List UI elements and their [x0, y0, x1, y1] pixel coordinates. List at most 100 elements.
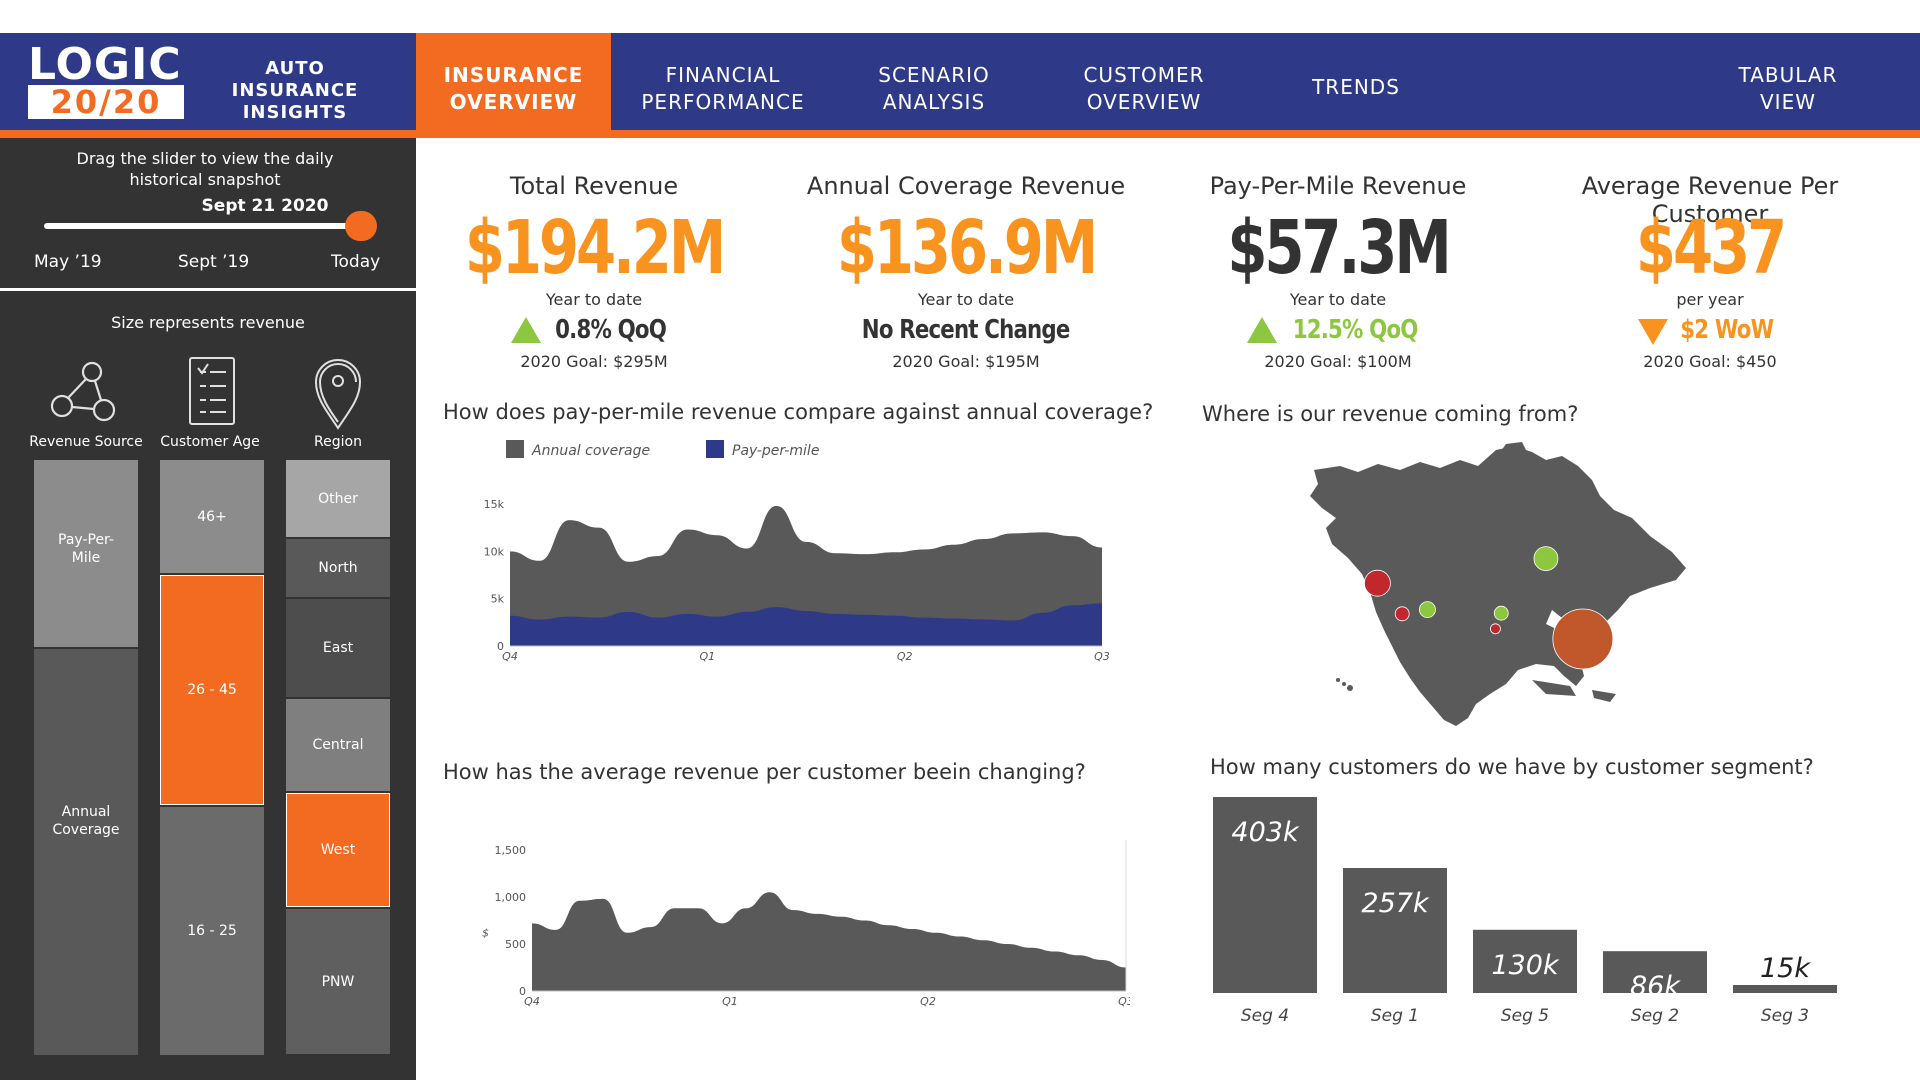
segment-bar-value: 403k [1231, 817, 1300, 848]
region-cell-pnw[interactable]: PNW [286, 909, 390, 1054]
series-area-average-revenue [532, 892, 1126, 991]
treemap-cell-label: Central [312, 737, 364, 753]
kpi-title: Total Revenue [509, 172, 679, 200]
slider-instruction-line1: Drag the slider to view the daily [76, 149, 334, 168]
size-note: Size represents revenue [111, 313, 305, 332]
kpi-change-value: 12.5% QoQ [1292, 315, 1419, 345]
avg-chart-title: How has the average revenue per customer… [443, 760, 1086, 784]
revenue-source-cell-annual-coverage[interactable]: Annual Coverage [34, 649, 138, 1055]
logo-wordmark: LOGIC [28, 39, 182, 90]
segment-bar [1473, 929, 1577, 993]
y-tick-label: 500 [505, 938, 526, 951]
revenue-bubble[interactable] [1493, 605, 1509, 621]
slider-instruction-line2: historical snapshot [129, 170, 281, 189]
kpi-change-row: $2 WoW [1520, 312, 1900, 348]
treemap-cell-label: Pay-Per-Mile [58, 532, 114, 566]
revenue-bubble[interactable] [1552, 608, 1614, 670]
x-tick-label: Q4 [502, 650, 518, 663]
x-tick-label: Q3 [1094, 650, 1110, 663]
triangle-down-icon [1638, 319, 1669, 345]
y-tick-label: 0 [519, 985, 526, 998]
tab-label-line1: CUSTOMER [1083, 63, 1205, 87]
dimension-label-region: Region [314, 434, 362, 450]
legend-label: Pay-per-mile [732, 443, 819, 459]
kpi-value: $136.9M [836, 205, 1098, 291]
tab-label-line1: TRENDS [1312, 75, 1400, 99]
kpi-value: $437 [1635, 205, 1787, 291]
legend-swatch [506, 440, 524, 458]
tab-label-line2: OVERVIEW [449, 90, 578, 114]
kpi-title: Annual Coverage Revenue [806, 172, 1126, 200]
treemap-cell-label: 26 - 45 [187, 682, 237, 698]
sidebar-divider [0, 288, 416, 291]
tab-customer-overview[interactable]: CUSTOMER OVERVIEW [1044, 62, 1244, 116]
revenue-map [1310, 442, 1686, 726]
app-title: AUTO INSURANCE INSIGHTS [200, 58, 390, 124]
treemap-cell-label: North [318, 560, 358, 576]
top-white-strip [416, 0, 1920, 33]
revenue-source-cell-pay-per-mile[interactable]: Pay-Per-Mile [34, 460, 138, 647]
tab-scenario-analysis[interactable]: SCENARIO ANALYSIS [834, 62, 1034, 116]
revenue-bubble[interactable] [1364, 569, 1391, 597]
segment-bar-value: 257k [1361, 888, 1430, 919]
kpi-goal: 2020 Goal: $100M [1264, 352, 1412, 371]
nav-active-indicator [416, 33, 611, 138]
kpi-subtitle: per year [1676, 290, 1744, 309]
tab-trends[interactable]: TRENDS [1256, 74, 1456, 101]
kpi-title: Average Revenue Per Customer [1581, 172, 1839, 228]
kpi-subtitle: Year to date [1289, 290, 1387, 309]
y-axis-label: $ [482, 927, 489, 940]
region-cell-east[interactable]: East [286, 599, 390, 697]
treemap-cell-label: PNW [321, 973, 355, 990]
date-slider-thumb[interactable] [344, 211, 377, 241]
segment-bar-value: 130k [1491, 950, 1560, 981]
x-tick-label: Q2 [897, 650, 913, 663]
header-bar [0, 33, 1920, 130]
treemap-cell-label: 16 - 25 [187, 923, 237, 939]
map-title: Where is our revenue coming from? [1202, 402, 1579, 426]
customer-age-cell-26-45[interactable]: 26 - 45 [160, 575, 264, 805]
region-cell-central[interactable]: Central [286, 699, 390, 791]
revenue-bubble[interactable] [1394, 606, 1410, 622]
kpi-goal: 2020 Goal: $295M [520, 352, 668, 371]
app-title-line1: AUTO INSURANCE [231, 58, 359, 101]
segment-chart-title: How many customers do we have by custome… [1210, 755, 1814, 779]
treemap-cell-label: 46+ [197, 508, 227, 525]
tab-label-line2: PERFORMANCE [641, 90, 805, 114]
network-nodes-icon [46, 354, 126, 430]
triangle-up-icon [1246, 317, 1277, 343]
revenue-bubble[interactable] [1419, 601, 1436, 619]
x-tick-label: Q1 [722, 995, 738, 1008]
region-cell-north[interactable]: North [286, 539, 390, 597]
x-tick-label: Q3 [1118, 995, 1130, 1008]
treemap-cell-label: Annual Coverage [52, 804, 120, 838]
y-tick-label: 0 [497, 640, 504, 653]
segment-bar-value: 86k [1630, 971, 1681, 1002]
revenue-bubble[interactable] [1533, 546, 1559, 571]
segment-bar [1213, 797, 1317, 993]
date-slider-track[interactable] [44, 223, 364, 229]
region-cell-west[interactable]: West [286, 793, 390, 907]
segment-category-label: Seg 4 [1241, 1006, 1289, 1026]
segment-bar-value: 15k [1760, 953, 1811, 984]
tab-label-line1: FINANCIAL [665, 63, 781, 87]
y-tick-label: 1,500 [495, 844, 527, 857]
customer-age-cell-46-[interactable]: 46+ [160, 460, 264, 573]
triangle-up-icon [511, 317, 542, 343]
tab-label-line2: VIEW [1760, 90, 1816, 114]
revenue-bubble[interactable] [1490, 623, 1501, 635]
x-tick-label: Q2 [920, 995, 936, 1008]
segment-bar [1603, 951, 1707, 993]
tab-financial-performance[interactable]: FINANCIAL PERFORMANCE [623, 62, 823, 116]
region-cell-other[interactable]: Other [286, 460, 390, 537]
legend-label: Annual coverage [531, 443, 650, 459]
kpi-goal: 2020 Goal: $450 [1643, 352, 1777, 371]
tab-insurance-overview[interactable]: INSURANCE OVERVIEW [416, 62, 611, 116]
kpi-change-value: No Recent Change [862, 315, 1070, 345]
customer-age-cell-16-25[interactable]: 16 - 25 [160, 807, 264, 1055]
tab-label-line1: TABULAR [1738, 63, 1838, 87]
slider-date-label: Sept 21 2020 [201, 196, 329, 216]
tab-label-line1: SCENARIO [878, 63, 990, 87]
tab-tabular-view[interactable]: TABULAR VIEW [1688, 62, 1888, 116]
series-area-pay-per-mile [510, 603, 1102, 646]
